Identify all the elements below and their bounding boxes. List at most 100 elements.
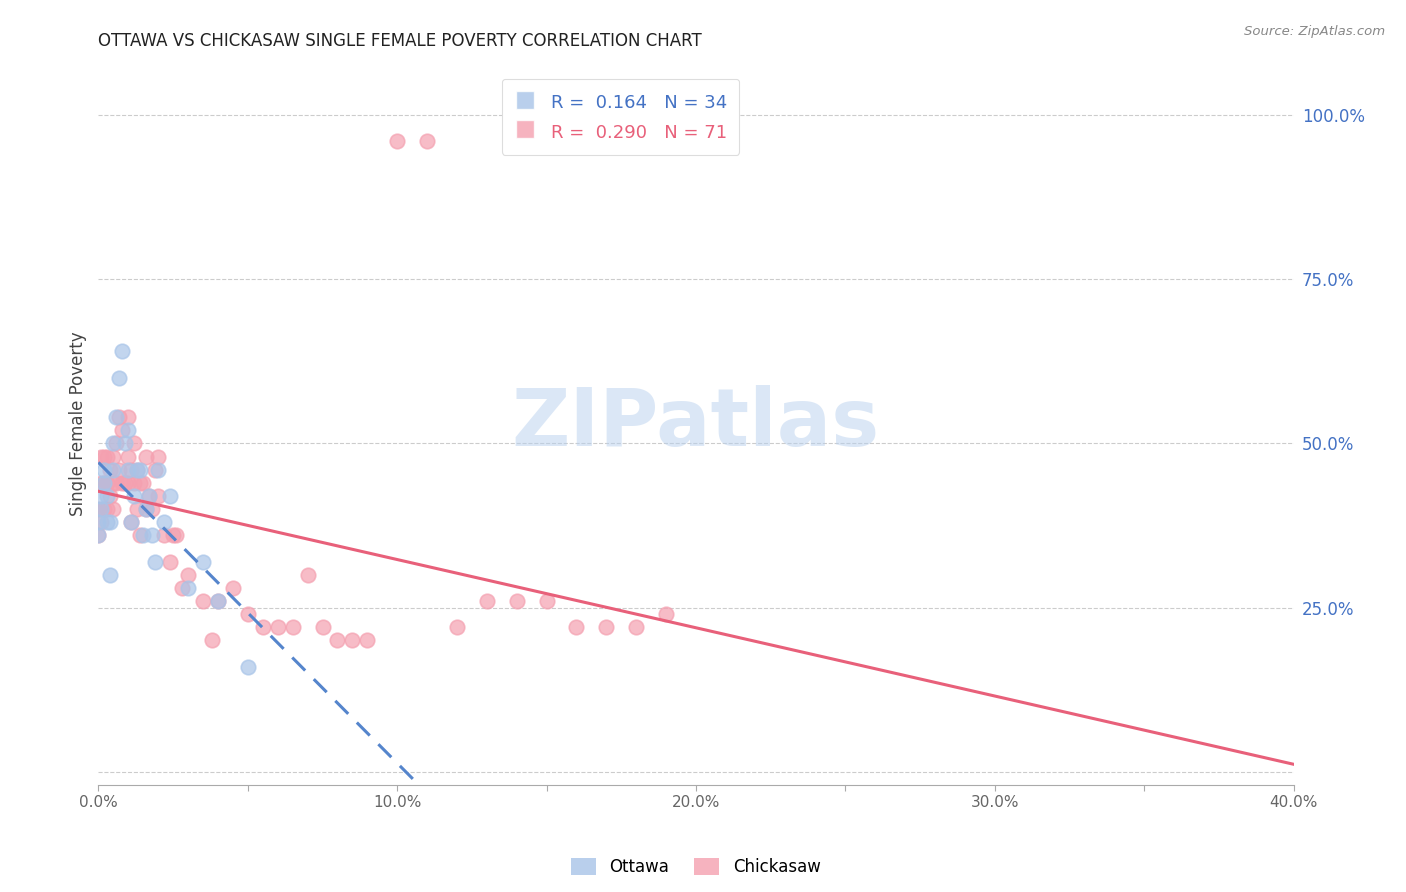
Point: [96, 450, 118, 464]
Point: [297, 567, 319, 582]
Point: [655, 607, 678, 622]
Point: [105, 436, 128, 450]
Point: [90, 450, 112, 464]
Point: [93, 502, 115, 516]
Point: [93, 475, 115, 490]
Point: [114, 475, 136, 490]
Point: [103, 450, 125, 464]
Point: [111, 475, 134, 490]
Point: [626, 620, 648, 634]
Point: [117, 475, 139, 490]
Point: [191, 594, 214, 608]
Point: [103, 436, 125, 450]
Point: [153, 528, 176, 542]
Point: [236, 659, 259, 673]
Point: [108, 370, 131, 384]
Point: [252, 620, 274, 634]
Point: [135, 450, 157, 464]
Point: [114, 436, 136, 450]
Point: [416, 134, 439, 148]
Point: [536, 594, 558, 608]
Legend: Ottawa, Chickasaw: Ottawa, Chickasaw: [565, 851, 827, 882]
Point: [138, 489, 160, 503]
Text: ZIPatlas: ZIPatlas: [512, 384, 880, 463]
Point: [141, 502, 163, 516]
Point: [90, 489, 112, 503]
Point: [148, 463, 170, 477]
Point: [311, 620, 333, 634]
Point: [103, 502, 125, 516]
Point: [143, 555, 166, 569]
Point: [98, 463, 122, 477]
Point: [446, 620, 468, 634]
Point: [87, 528, 110, 542]
Point: [111, 344, 134, 359]
Point: [342, 633, 364, 648]
Point: [90, 502, 112, 516]
Point: [135, 502, 157, 516]
Point: [159, 489, 181, 503]
Point: [127, 463, 149, 477]
Point: [132, 475, 155, 490]
Point: [138, 489, 160, 503]
Point: [267, 620, 290, 634]
Point: [96, 502, 118, 516]
Point: [98, 489, 122, 503]
Point: [385, 134, 409, 148]
Point: [141, 528, 163, 542]
Point: [129, 463, 152, 477]
Point: [98, 515, 122, 529]
Point: [165, 528, 187, 542]
Point: [162, 528, 184, 542]
Point: [96, 515, 118, 529]
Point: [326, 633, 349, 648]
Point: [565, 620, 588, 634]
Point: [124, 436, 146, 450]
Point: [87, 528, 110, 542]
Point: [93, 450, 115, 464]
Point: [177, 581, 200, 595]
Point: [124, 489, 146, 503]
Point: [475, 594, 498, 608]
Point: [120, 463, 142, 477]
Point: [96, 475, 118, 490]
Point: [236, 607, 259, 622]
Point: [108, 463, 131, 477]
Point: [129, 475, 152, 490]
Point: [177, 567, 200, 582]
Point: [148, 450, 170, 464]
Point: [105, 475, 128, 490]
Point: [127, 463, 149, 477]
Point: [120, 515, 142, 529]
Point: [201, 633, 224, 648]
Point: [191, 555, 214, 569]
Point: [595, 620, 617, 634]
Point: [172, 581, 194, 595]
Point: [105, 410, 128, 425]
Point: [127, 502, 149, 516]
Point: [129, 528, 152, 542]
Point: [93, 475, 115, 490]
Point: [87, 502, 110, 516]
Point: [153, 515, 176, 529]
Point: [96, 489, 118, 503]
Point: [111, 423, 134, 437]
Point: [103, 463, 125, 477]
Point: [117, 423, 139, 437]
Point: [207, 594, 229, 608]
Point: [207, 594, 229, 608]
Point: [117, 410, 139, 425]
Point: [93, 463, 115, 477]
Point: [87, 515, 110, 529]
Point: [103, 475, 125, 490]
Point: [159, 555, 181, 569]
Point: [132, 528, 155, 542]
Point: [148, 489, 170, 503]
Point: [108, 410, 131, 425]
Point: [135, 502, 157, 516]
Point: [90, 515, 112, 529]
Point: [506, 594, 529, 608]
Point: [143, 463, 166, 477]
Point: [117, 463, 139, 477]
Point: [120, 515, 142, 529]
